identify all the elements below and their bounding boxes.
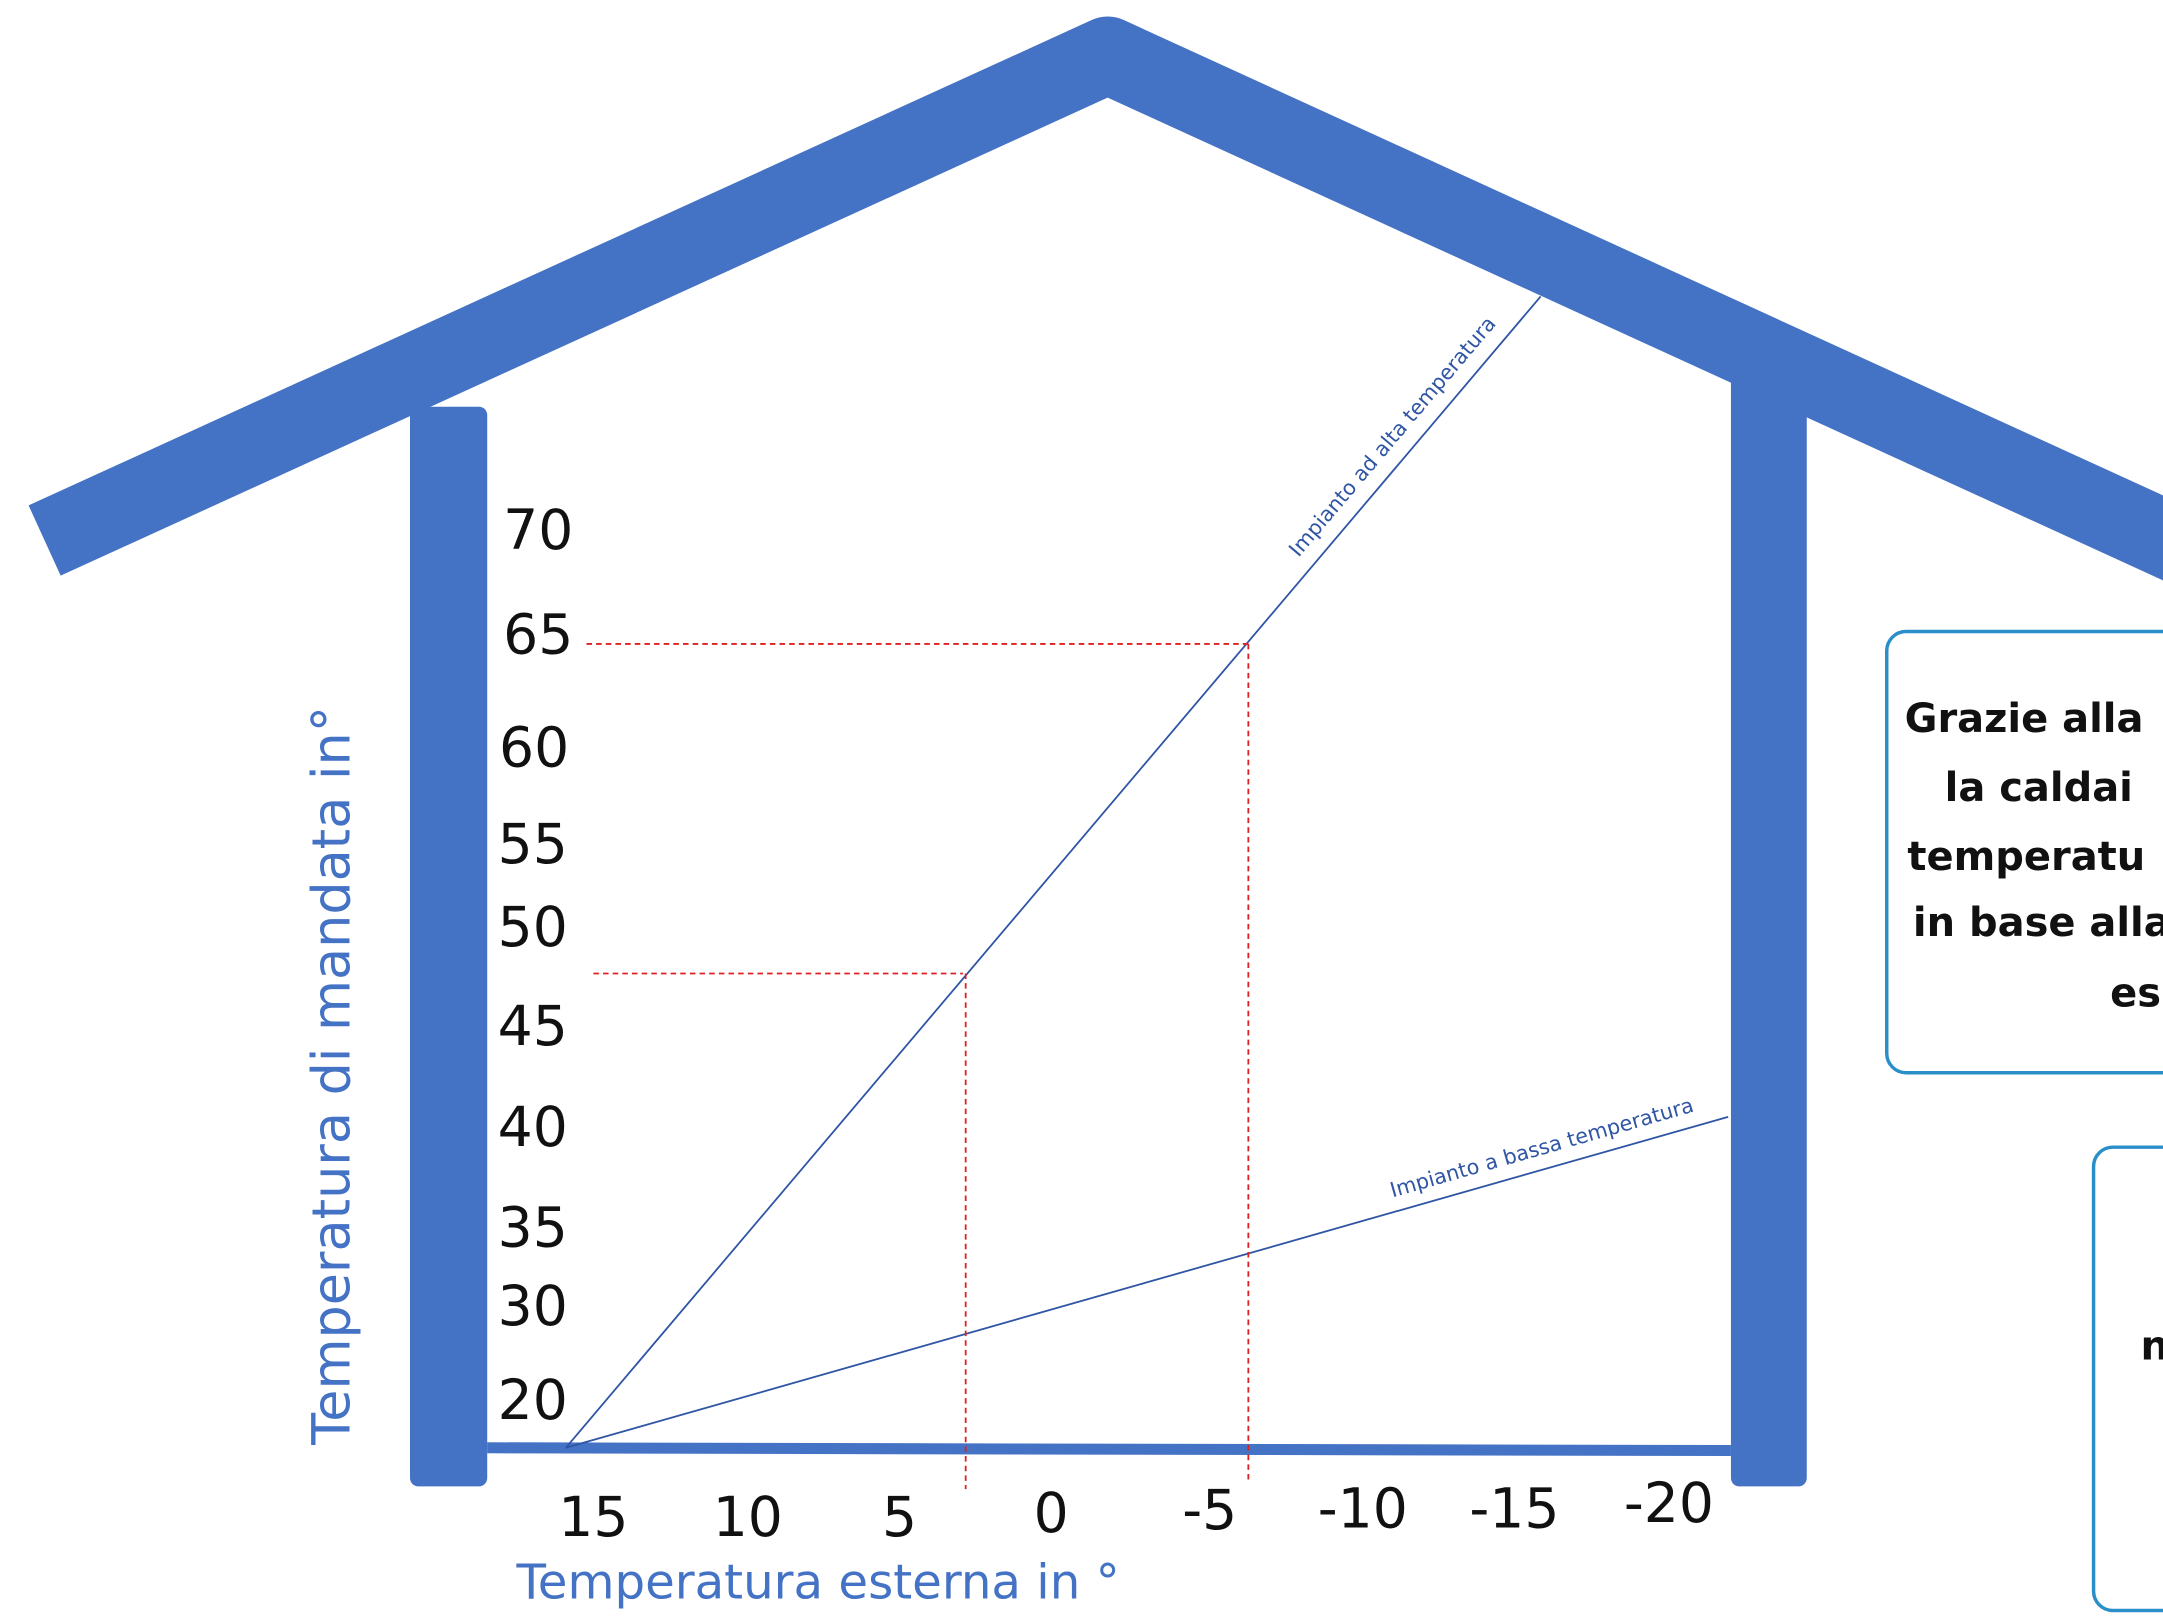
x-tick-label: 10 (713, 1486, 783, 1550)
curve-label: Impianto a bassa temperatura (1387, 1093, 1696, 1202)
info-box (1885, 629, 2163, 1075)
y-ticks: 70 65 60 55 50 45 40 35 30 20 (498, 499, 574, 1433)
y-tick-label: 55 (498, 813, 568, 877)
y-tick-label: 70 (503, 499, 573, 563)
y-tick-label: 45 (498, 995, 568, 1059)
x-axis-label: Temperatura esterna in ° (516, 1555, 1120, 1611)
info-text-line: temperatu (1907, 834, 2145, 880)
right-wall (1730, 375, 1807, 1487)
guide-lines (586, 643, 1250, 1490)
info-text-line: es (2110, 971, 2161, 1017)
info-text-line: in base alla (1913, 900, 2163, 946)
info-text-line: n (2140, 1324, 2163, 1370)
x-tick-label: 0 (1034, 1482, 1069, 1546)
info-text-line: la caldai (1945, 765, 2133, 811)
y-tick-label: 30 (498, 1275, 568, 1339)
y-tick-label: 35 (498, 1196, 568, 1260)
low-temp-curve (565, 1115, 1729, 1449)
info-box (2091, 1145, 2163, 1613)
y-tick-label: 40 (498, 1096, 568, 1160)
high-temp-curve (565, 295, 1542, 1449)
info-box-text: Grazie alla la caldai temperatu in base all… (1905, 696, 2163, 1016)
info-text-line: Grazie alla (1905, 696, 2144, 742)
x-tick-label: -10 (1318, 1478, 1408, 1542)
floor-axis (487, 1442, 1731, 1457)
y-tick-label: 50 (498, 896, 568, 960)
y-tick-label: 65 (503, 604, 573, 668)
x-ticks: 15 10 5 0 -5 -10 -15 -20 (558, 1472, 1714, 1550)
info-box-text: n (2140, 1324, 2163, 1370)
y-tick-label: 20 (498, 1369, 568, 1433)
x-tick-label: 5 (882, 1486, 917, 1550)
left-wall (410, 406, 488, 1487)
x-tick-label: -15 (1469, 1478, 1559, 1542)
curve-label: Impianto ad alta temperatura (1284, 312, 1501, 561)
y-tick-label: 60 (499, 717, 569, 781)
x-tick-label: 15 (558, 1486, 628, 1550)
y-axis-label: Temperatura di mandata in° (302, 706, 363, 1446)
x-tick-label: -20 (1624, 1472, 1714, 1536)
roof (28, 16, 2163, 581)
x-tick-label: -5 (1182, 1479, 1237, 1543)
